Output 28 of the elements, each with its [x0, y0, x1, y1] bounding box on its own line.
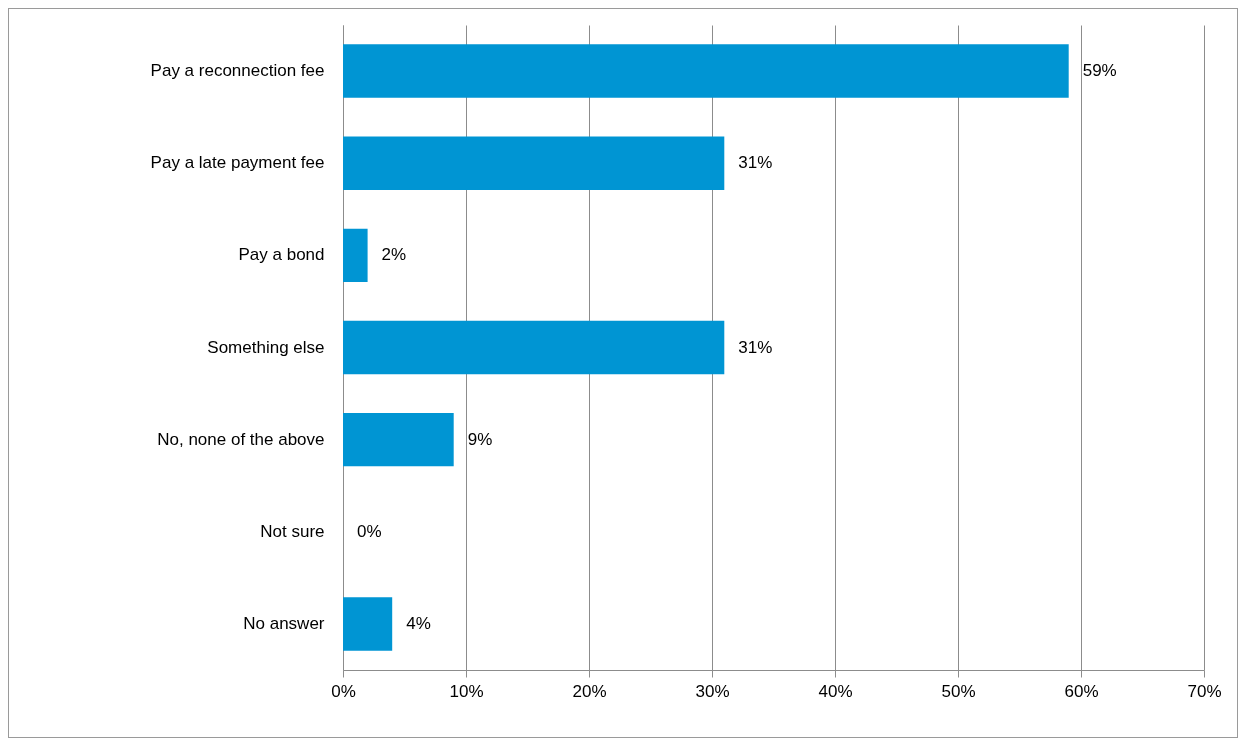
- x-tick-label: 10%: [449, 681, 484, 701]
- x-tick-label: 40%: [818, 681, 853, 701]
- x-tick-label: 0%: [331, 681, 356, 701]
- x-tick-label: 60%: [1064, 681, 1099, 701]
- data-label: 4%: [406, 613, 431, 633]
- y-tick-label: Pay a reconnection fee: [150, 61, 325, 81]
- bar: [343, 228, 368, 283]
- bar: [343, 44, 1069, 98]
- data-label: 31%: [738, 153, 773, 173]
- y-tick-label: No, none of the above: [157, 429, 325, 449]
- x-tick-label: 50%: [941, 681, 976, 701]
- data-label: 0%: [357, 521, 382, 541]
- bar: [343, 412, 454, 467]
- y-tick-label: Pay a bond: [238, 245, 325, 265]
- bar: [343, 320, 725, 375]
- x-tick-label: 70%: [1187, 681, 1222, 701]
- y-tick-label: Pay a late payment fee: [150, 153, 325, 173]
- data-label: 2%: [381, 245, 407, 265]
- data-label: 9%: [467, 429, 493, 449]
- data-label: 31%: [738, 337, 773, 357]
- bar: [343, 136, 725, 190]
- y-tick-label: Not sure: [260, 521, 325, 541]
- x-tick-label: 30%: [695, 681, 730, 701]
- x-tick-label: 20%: [572, 681, 607, 701]
- bar: [343, 597, 393, 651]
- y-tick-label: No answer: [243, 613, 325, 633]
- y-tick-label: Something else: [207, 337, 325, 357]
- data-label: 59%: [1082, 61, 1117, 81]
